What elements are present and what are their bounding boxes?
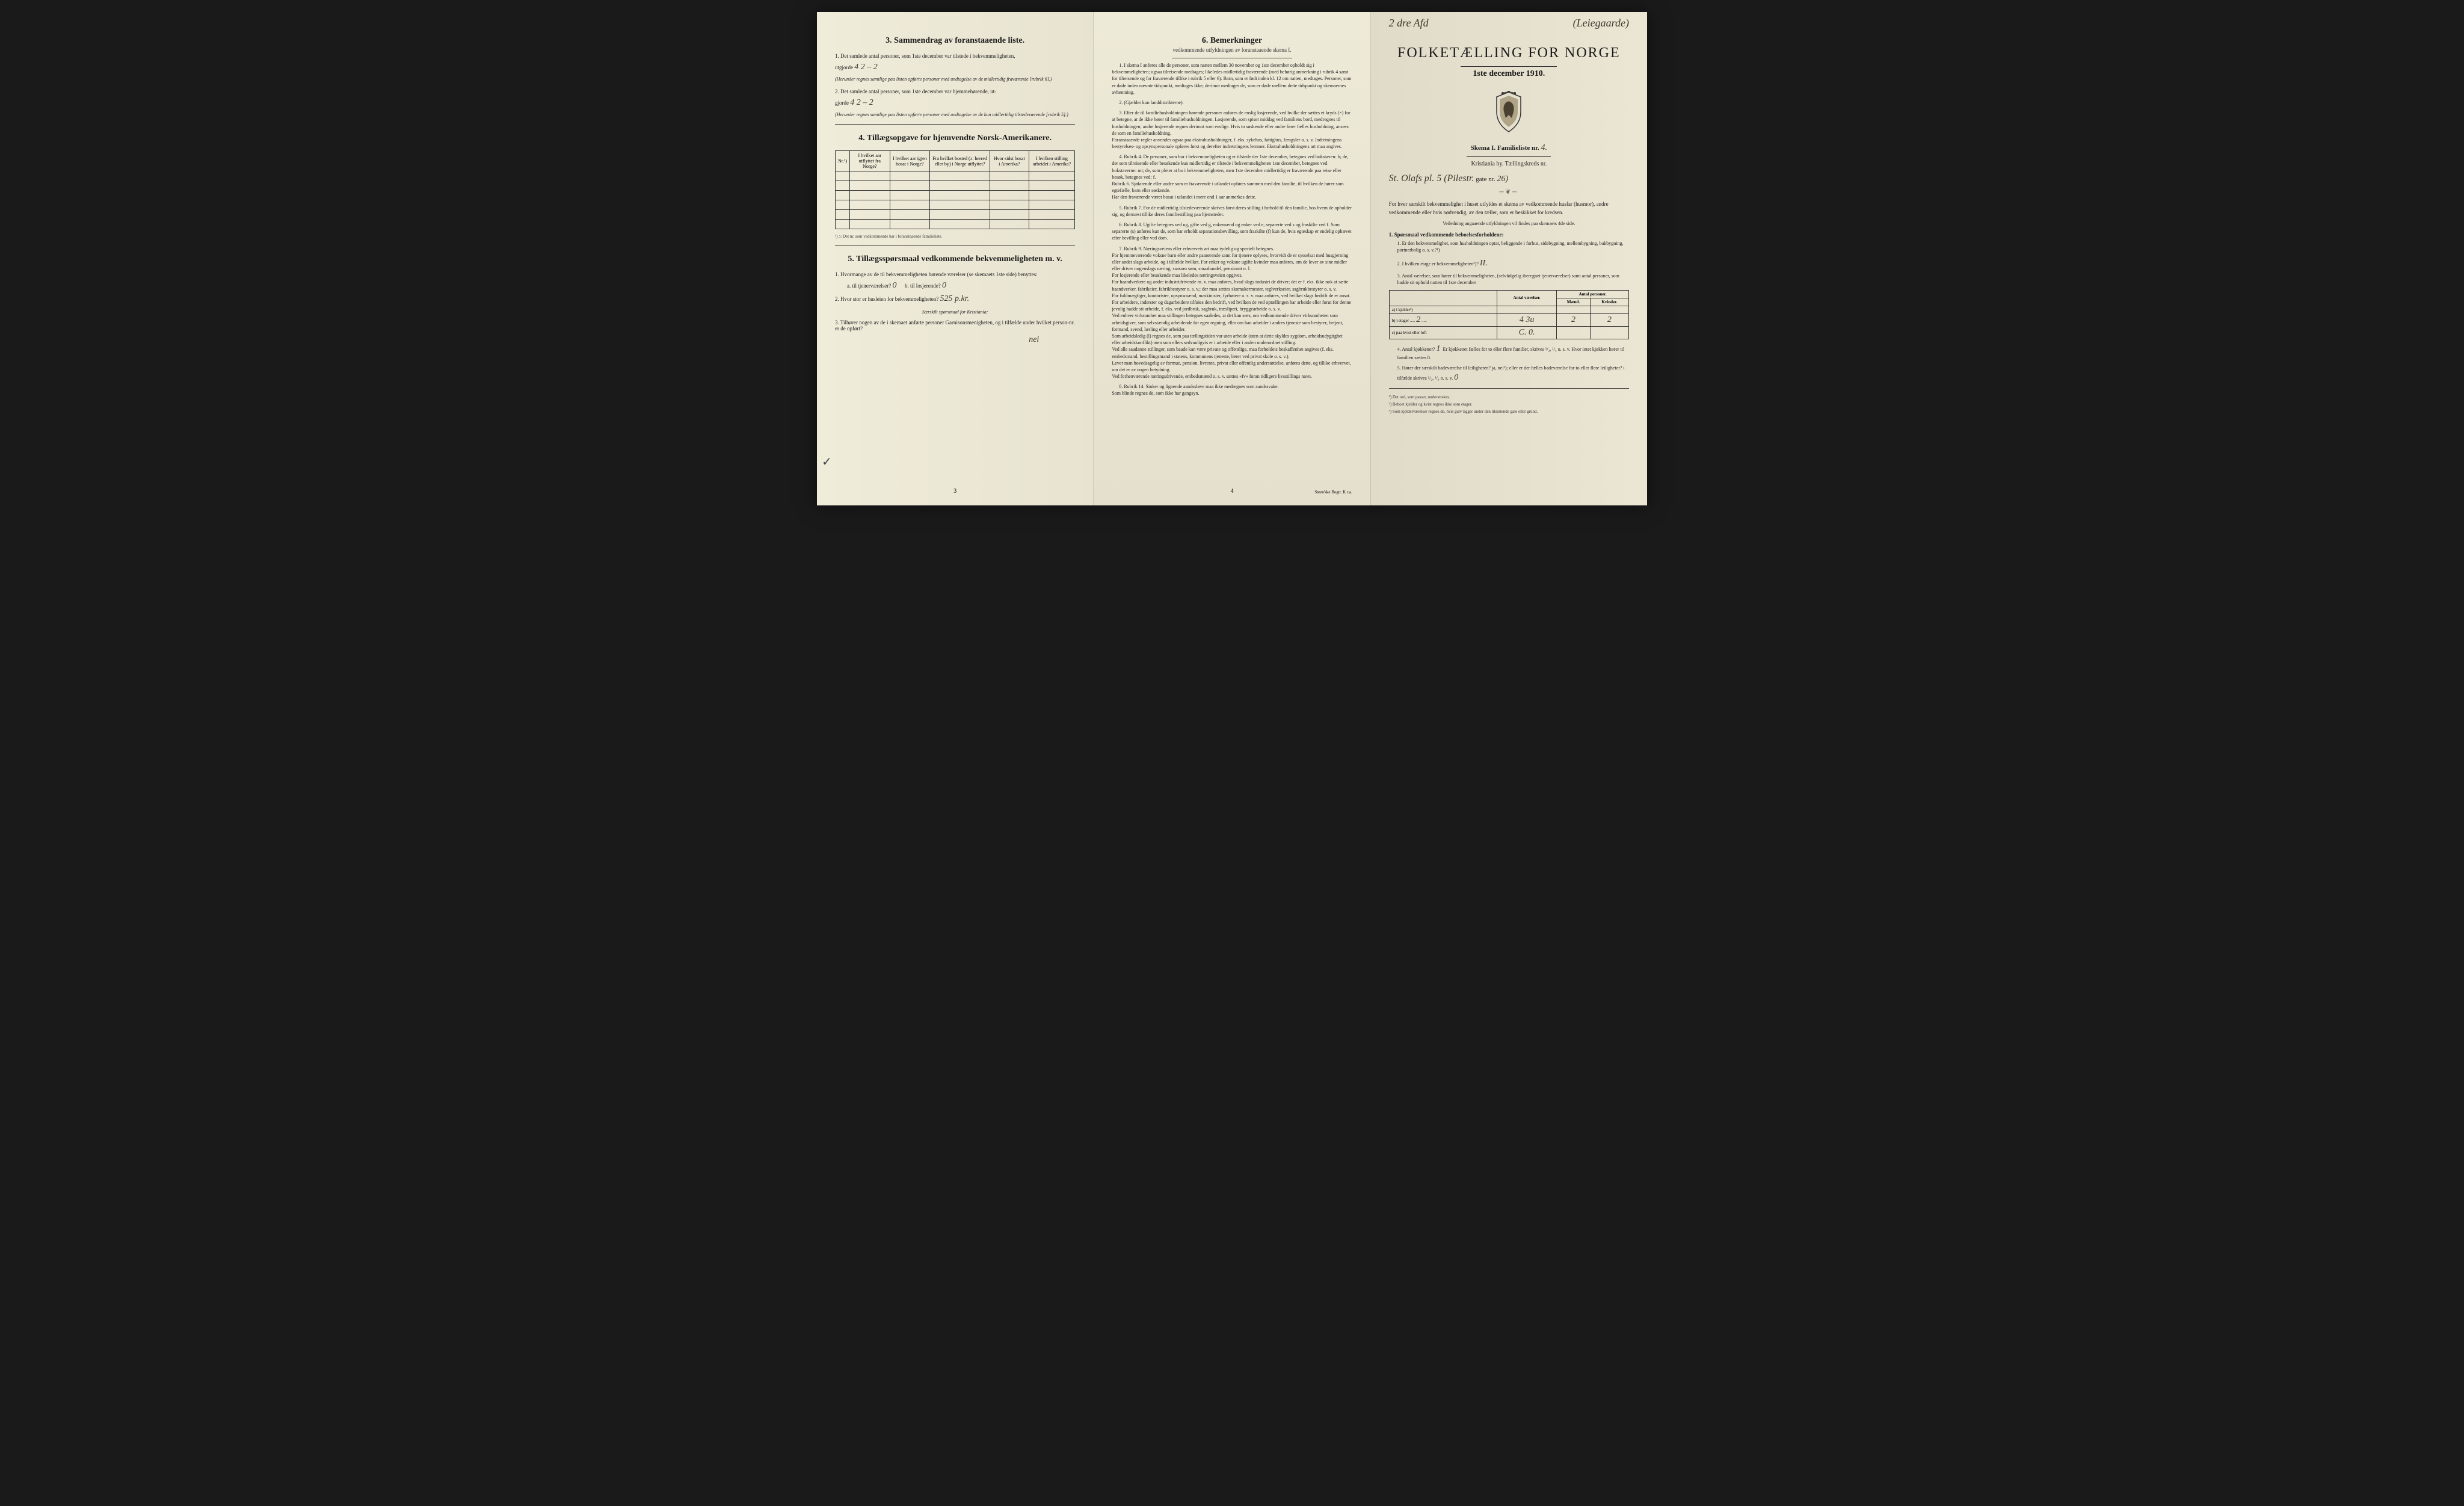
s5-q3-val: nei — [1029, 335, 1039, 344]
remark-item: 5. Rubrik 7. For de midlertidig tilstede… — [1112, 205, 1352, 218]
remark-item: 1. I skema I anføres alle de personer, s… — [1112, 62, 1352, 96]
s5-q3: 3. Tilhører nogen av de i skemaet anført… — [835, 319, 1075, 332]
footnote: ³) Som kjelderværelser regnes de, hvis g… — [1389, 409, 1629, 414]
skema-line: Skema I. Familieliste nr. 4. — [1389, 143, 1629, 153]
s3-item2-line2: gjorde 4 2 – 2 — [835, 98, 1075, 108]
remark-item: 6. Rubrik 8. Ugifte betegnes ved ug, gif… — [1112, 221, 1352, 242]
table-row: a) i kjelder³) — [1389, 306, 1628, 313]
q4-row: 4. Antal kjøkkener? 1 Er kjøkkenet fælle… — [1389, 343, 1629, 362]
col-job: I hvilken stilling arbeidet i Amerika? — [1029, 151, 1075, 171]
table-row — [836, 200, 1075, 210]
remark-item: 2. (Gjælder kun landdistrikterne). — [1112, 99, 1352, 106]
table-row: c) paa kvist eller loft C. 0. — [1389, 326, 1628, 339]
section-6-title: 6. Bemerkninger — [1112, 36, 1352, 46]
col-america: Hvor sidst bosat i Amerika? — [990, 151, 1029, 171]
remark-item: 4. Rubrik 4. De personer, som bor i bekv… — [1112, 153, 1352, 200]
s5-q3-answer: nei — [835, 335, 1075, 345]
street-number: 26) — [1497, 174, 1508, 184]
instructions-para: For hver særskilt bekvemmelighet i huset… — [1389, 200, 1629, 217]
col-year-out: I hvilket aar utflyttet fra Norge? — [850, 151, 890, 171]
footnote: ¹) Det ord, som passer, understrekes. — [1389, 395, 1629, 400]
q1: 1. Er den bekvemmelighet, som husholdnin… — [1389, 240, 1629, 253]
city-line: Kristiania by. Tællingskreds nr. — [1389, 161, 1629, 167]
q4-val: 1 — [1437, 344, 1441, 353]
panel-page-4: 6. Bemerkninger vedkommende utfyldningen… — [1094, 12, 1370, 505]
panel-cover: 2 dre Afd (Leiegaarde) FOLKETÆLLING FOR … — [1371, 12, 1647, 505]
table-row — [836, 210, 1075, 220]
document-title: FOLKETÆLLING FOR NORGE — [1389, 45, 1629, 61]
s3-item1-note: (Herunder regnes samtlige paa listen opf… — [835, 76, 1075, 82]
s5-q2-row: 2. Hvor stor er husleien for bekvemmelig… — [835, 294, 1075, 304]
table-row — [836, 171, 1075, 181]
coat-of-arms-icon — [1389, 91, 1629, 136]
page-number: 3 — [953, 488, 956, 495]
section-6-subtitle: vedkommende utfyldningen av foranstaaend… — [1112, 47, 1352, 53]
q-section-title: 1. Spørsmaal vedkommende beboelsesforhol… — [1389, 232, 1629, 238]
street-line: St. Olafs pl. 5 (Pilestr. gate nr. 26) — [1389, 173, 1629, 184]
footnote: ²) Beboet kjelder og kvist regnes ikke s… — [1389, 402, 1629, 407]
guide-note: Veiledning angaaende utfyldningen vil fi… — [1389, 220, 1629, 227]
q5-row: 5. Hører der særskilt badeværelse til le… — [1389, 365, 1629, 383]
census-document: 3. Sammendrag av foranstaaende liste. 1.… — [817, 12, 1647, 505]
ornament-icon: ─❦─ — [1389, 189, 1629, 196]
s3-item2-value: 4 2 – 2 — [850, 98, 873, 107]
hand-note-left: 2 dre Afd — [1389, 17, 1429, 29]
section-3-title: 3. Sammendrag av foranstaaende liste. — [835, 36, 1075, 46]
street-name: St. Olafs pl. 5 (Pilestr. — [1389, 173, 1474, 184]
section-4-title: 4. Tillægsopgave for hjemvendte Norsk-Am… — [835, 134, 1075, 143]
s3-item2-note: (Herunder regnes samtlige paa listen opf… — [835, 111, 1075, 118]
s4-footnote: ¹) ɔ: Det nr. som vedkommende har i fora… — [835, 234, 1075, 239]
section-5-title: 5. Tillægsspørsmaal vedkommende bekvemme… — [835, 255, 1075, 264]
remarks-list: 1. I skema I anføres alle de personer, s… — [1112, 62, 1352, 397]
s5-q1b-val: 0 — [942, 281, 946, 290]
panel-page-3: 3. Sammendrag av foranstaaende liste. 1.… — [817, 12, 1094, 505]
q2-row: 2. I hvilken etage er bekvemmeligheten²)… — [1389, 258, 1629, 270]
handwritten-header: 2 dre Afd (Leiegaarde) — [1371, 17, 1647, 29]
remark-item: 7. Rubrik 9. Næringsveiens eller erhverv… — [1112, 245, 1352, 380]
check-mark-icon: ✓ — [822, 454, 832, 469]
s3-item1: 1. Det samlede antal personer, som 1ste … — [835, 53, 1075, 59]
rooms-table: Antal værelser. Antal personer. Mænd. Kv… — [1389, 290, 1629, 339]
q3: 3. Antal værelser, som hører til bekvemm… — [1389, 273, 1629, 286]
q2-val: II. — [1480, 259, 1488, 268]
q5-val: 0 — [1454, 373, 1458, 382]
s5-q1-sub: a. til tjenerværelser? 0 b. til losjeren… — [835, 281, 1075, 291]
emigrant-table: Nr.¹) I hvilket aar utflyttet fra Norge?… — [835, 150, 1075, 229]
col-from: Fra hvilket bosted (ɔ: herred eller by) … — [930, 151, 990, 171]
s3-item1-value: 4 2 – 2 — [854, 63, 878, 72]
s5-q2-val: 525 p.kr. — [940, 294, 969, 303]
familieliste-nr: 4. — [1541, 143, 1548, 152]
remark-item: 3. Efter de til familiehusholdningen hør… — [1112, 110, 1352, 150]
divider — [1389, 388, 1629, 389]
s5-q1: 1. Hvormange av de til bekvemmeligheten … — [835, 271, 1075, 277]
s3-item2: 2. Det samlede antal personer, som 1ste … — [835, 88, 1075, 94]
s5-special: Særskilt spørsmaal for Kristiania: — [835, 309, 1075, 315]
col-nr: Nr.¹) — [836, 151, 850, 171]
table-row — [836, 181, 1075, 191]
s5-q1a-val: 0 — [892, 281, 896, 290]
remark-item: 8. Rubrik 14. Sinker og lignende aandssl… — [1112, 383, 1352, 397]
page-number: 4 — [1230, 488, 1233, 495]
printer-mark: Steen'ske Bogtr. K r.a. — [1314, 490, 1352, 495]
table-row — [836, 191, 1075, 200]
table-row — [836, 220, 1075, 229]
col-year-back: I hvilket aar igjen bosat i Norge? — [890, 151, 930, 171]
document-date: 1ste december 1910. — [1389, 69, 1629, 79]
divider — [835, 124, 1075, 125]
hand-note-right: (Leiegaarde) — [1573, 17, 1629, 29]
table-row: b) i etager ..... 2 ..... 4 3u 2 2 — [1389, 313, 1628, 326]
divider — [1467, 156, 1551, 157]
s3-item1-line2: utgjorde 4 2 – 2 — [835, 63, 1075, 72]
divider — [1461, 66, 1557, 67]
